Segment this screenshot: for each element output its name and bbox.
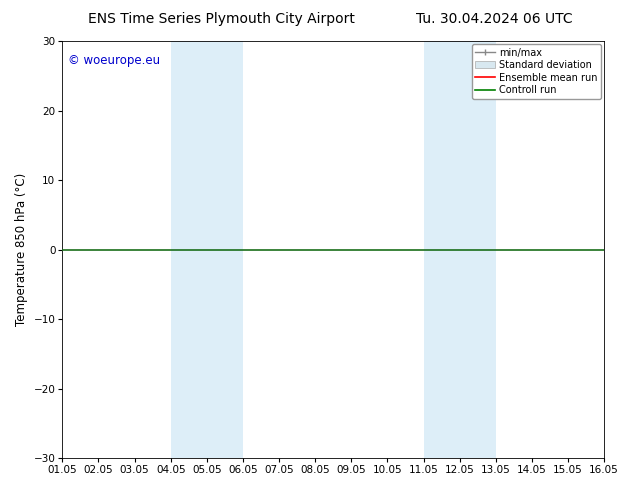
Text: ENS Time Series Plymouth City Airport: ENS Time Series Plymouth City Airport — [89, 12, 355, 26]
Y-axis label: Temperature 850 hPa (°C): Temperature 850 hPa (°C) — [15, 173, 28, 326]
Text: © woeurope.eu: © woeurope.eu — [68, 53, 160, 67]
Bar — [424, 41, 496, 458]
Bar — [171, 41, 243, 458]
Legend: min/max, Standard deviation, Ensemble mean run, Controll run: min/max, Standard deviation, Ensemble me… — [472, 44, 601, 99]
Text: Tu. 30.04.2024 06 UTC: Tu. 30.04.2024 06 UTC — [416, 12, 573, 26]
